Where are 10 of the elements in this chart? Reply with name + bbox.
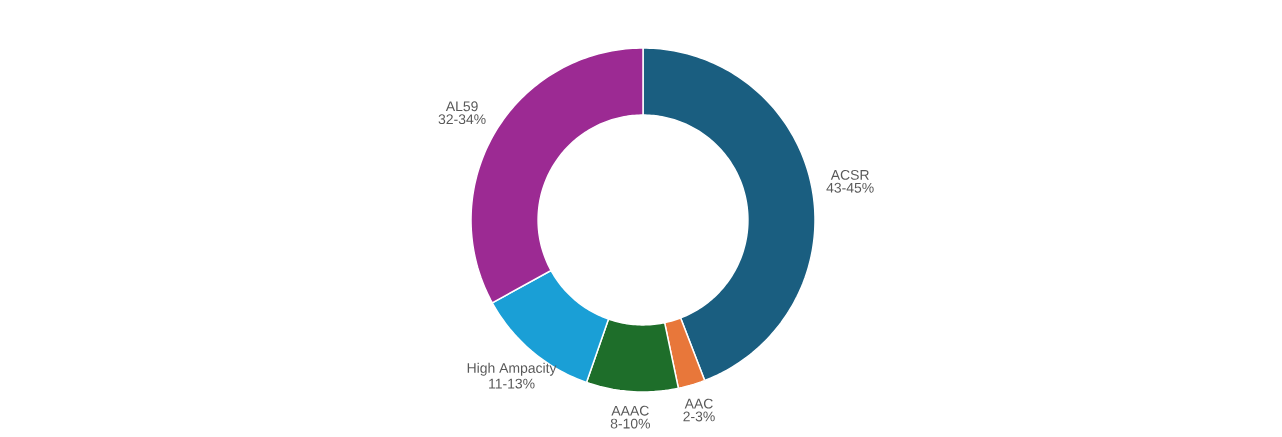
slice-label: ACSR	[830, 169, 869, 180]
data-label: 2-3%	[683, 411, 715, 422]
data-label: 32-34%	[438, 114, 486, 125]
slice-label: High Ampacity	[467, 362, 557, 376]
data-label: 8-10%	[610, 418, 650, 429]
data-label: 11-13%	[489, 378, 535, 389]
slice-label: AAAC	[611, 405, 649, 416]
slice-label: AAC	[684, 398, 713, 409]
data-label: 43-45%	[826, 182, 874, 193]
slice-label: AL59	[445, 101, 478, 112]
